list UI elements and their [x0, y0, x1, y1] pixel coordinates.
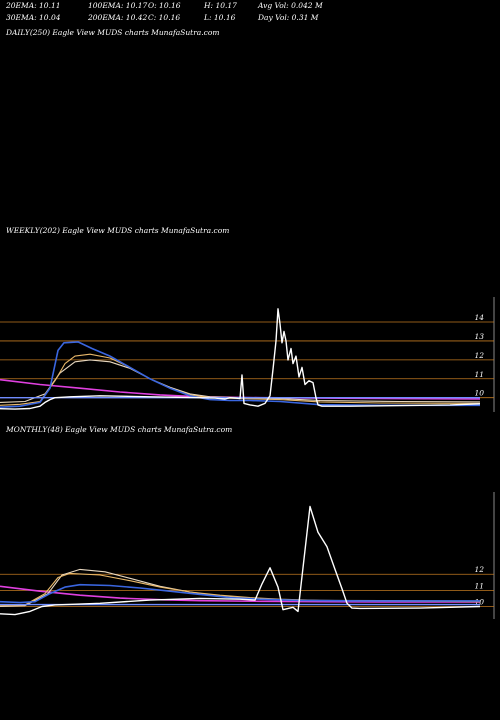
monthly-ema20-line — [0, 583, 480, 604]
weekly-panel-label: WEEKLY(202) Eagle View MUDS charts Munaf… — [6, 226, 230, 235]
weekly-tick-label: 12 — [474, 351, 484, 360]
header-20ema: 20EMA: 10.11 — [6, 1, 61, 10]
monthly-tick-label: 12 — [474, 565, 484, 574]
weekly-tick-label: 14 — [474, 313, 484, 322]
header-close: C: 10.16 — [148, 13, 181, 22]
weekly-price-line — [0, 308, 481, 410]
header-low: L: 10.16 — [204, 13, 236, 22]
header-high: H: 10.17 — [204, 1, 237, 10]
header-200ema: 200EMA: 10.42 — [88, 13, 148, 22]
weekly-tick-label: 10 — [474, 389, 484, 398]
monthly-ema200-line — [0, 585, 480, 603]
header-100ema: 100EMA: 10.17 — [88, 1, 148, 10]
daily-panel-label: DAILY(250) Eagle View MUDS charts Munafa… — [6, 28, 220, 37]
monthly-panel-label: MONTHLY(48) Eagle View MUDS charts Munaf… — [6, 425, 233, 434]
header-30ema: 30EMA: 10.04 — [6, 13, 61, 22]
monthly-tick-label: 11 — [474, 581, 484, 590]
header-day-vol: Day Vol: 0.31 M — [258, 13, 319, 22]
weekly-tick-label: 11 — [474, 370, 484, 379]
weekly-tick-label: 13 — [474, 332, 484, 341]
monthly-price-line — [0, 505, 481, 616]
weekly-ema20-line — [0, 341, 480, 408]
header-open: O: 10.16 — [148, 1, 181, 10]
header-avg-vol: Avg Vol: 0.042 M — [258, 1, 323, 10]
